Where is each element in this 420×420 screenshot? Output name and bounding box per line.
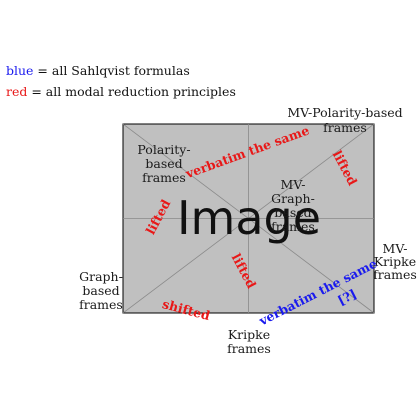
image-placeholder: Image	[122, 123, 375, 314]
legend-blue-entry: blue = all Sahlqvist formulas	[6, 63, 190, 78]
node-mv-polarity-line2: frames	[323, 120, 367, 135]
node-graph-line1: Graph-	[79, 269, 123, 284]
node-mv-kripke-line2: Kripke	[374, 254, 416, 269]
node-mv-graph: MV- Graph- based frames	[271, 177, 315, 234]
node-polarity-line1: Polarity-	[137, 142, 190, 157]
node-polarity-line3: frames	[142, 170, 186, 185]
node-graph: Graph- based frames	[79, 269, 123, 312]
legend-blue-text: = all Sahlqvist formulas	[33, 63, 190, 78]
node-mv-kripke-line1: MV-	[383, 241, 408, 256]
node-mv-graph-line2: Graph-	[271, 191, 315, 206]
node-graph-line2: based	[82, 283, 119, 298]
node-graph-line3: frames	[79, 297, 123, 312]
legend-red-key: red	[6, 84, 28, 99]
legend-red-text: = all modal reduction principles	[27, 84, 236, 99]
node-mv-polarity-line1: MV-Polarity-based	[287, 105, 402, 120]
node-mv-graph-line1: MV-	[281, 177, 306, 192]
node-polarity: Polarity- based frames	[137, 142, 190, 185]
node-polarity-line2: based	[145, 156, 182, 171]
node-mv-polarity: MV-Polarity-based frames	[287, 105, 402, 135]
legend-red-entry: red = all modal reduction principles	[6, 84, 236, 99]
node-mv-kripke: MV- Kripke frames	[373, 241, 417, 282]
node-kripke-line1: Kripke	[228, 327, 270, 342]
node-kripke: Kripke frames	[227, 327, 271, 356]
node-kripke-line2: frames	[227, 341, 271, 356]
legend-blue-key: blue	[6, 63, 34, 78]
node-mv-graph-line4: frames	[271, 219, 315, 234]
node-mv-graph-line3: based	[274, 205, 311, 220]
node-mv-kripke-line3: frames	[373, 267, 417, 282]
placeholder-label: Image	[177, 191, 321, 245]
